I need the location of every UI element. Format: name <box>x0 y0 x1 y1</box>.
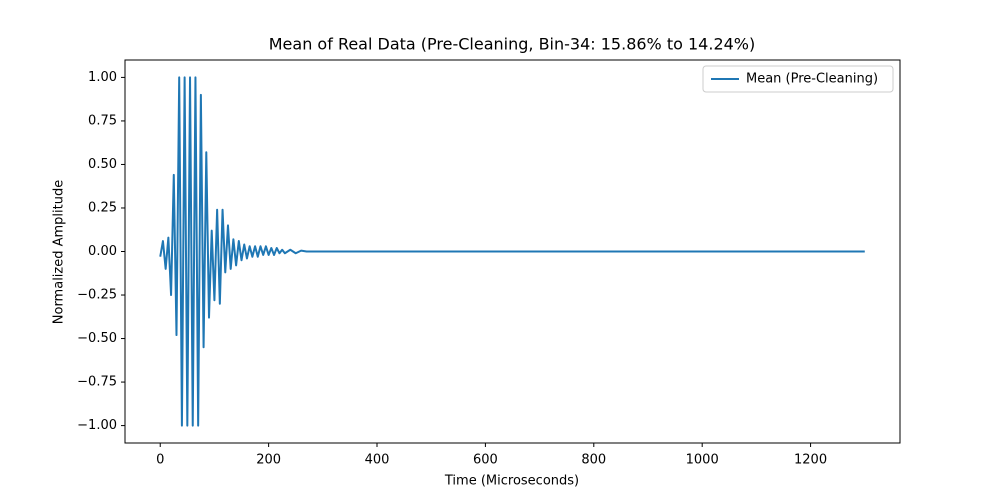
y-axis-label: Normalized Amplitude <box>52 180 67 324</box>
y-tick-label: 0.00 <box>88 244 117 259</box>
legend-box <box>702 65 894 93</box>
y-tick-label: −0.50 <box>77 331 117 346</box>
y-tick-label: −0.75 <box>77 375 117 390</box>
x-tick-label: 200 <box>256 453 281 468</box>
y-tick-label: 0.50 <box>88 157 117 172</box>
chart-title: Mean of Real Data (Pre-Cleaning, Bin-34:… <box>269 35 756 54</box>
y-tick-label: −1.00 <box>77 418 117 433</box>
data-line <box>159 76 865 427</box>
x-axis-label: Time (Microseconds) <box>444 474 579 489</box>
y-tick-label: 0.75 <box>88 113 117 128</box>
legend-label: Mean (Pre-Cleaning) <box>746 72 878 87</box>
y-tick-label: −0.25 <box>77 288 117 303</box>
x-tick-label: 0 <box>156 453 164 468</box>
x-tick-label: 400 <box>365 453 390 468</box>
x-tick-label: 1200 <box>794 453 827 468</box>
x-tick-label: 600 <box>473 453 498 468</box>
x-tick-label: 800 <box>581 453 606 468</box>
y-tick-label: 0.25 <box>88 200 117 215</box>
x-tick-label: 1000 <box>686 453 719 468</box>
plot-frame <box>124 59 901 444</box>
y-tick-label: 1.00 <box>88 70 117 85</box>
